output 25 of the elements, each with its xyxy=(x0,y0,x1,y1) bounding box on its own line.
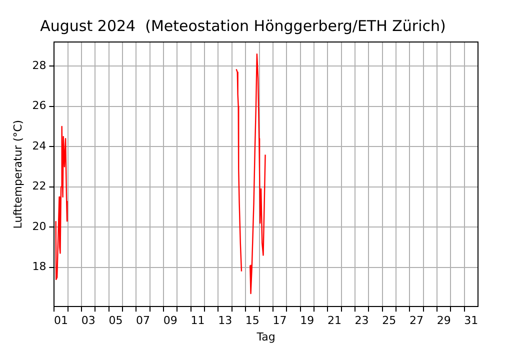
y-tick-label: 18 xyxy=(32,260,46,274)
x-tick-label: 21 xyxy=(327,314,342,328)
y-tick-label: 24 xyxy=(32,139,46,152)
x-tick-label: 31 xyxy=(464,314,478,328)
x-axis-title: Tag xyxy=(256,330,276,344)
x-tick-label: 07 xyxy=(136,314,150,328)
x-tick-label: 25 xyxy=(382,314,396,328)
x-tick-label: 29 xyxy=(436,314,451,328)
chart-title: August 2024 (Meteostation Hönggerberg/ETH Zürich) xyxy=(40,16,446,35)
x-tick-label: 11 xyxy=(190,314,205,328)
y-tick-label: 26 xyxy=(32,99,46,112)
x-tick-label: 19 xyxy=(300,314,314,328)
x-tick-label: 03 xyxy=(81,314,96,328)
x-tick-label: 27 xyxy=(409,314,424,328)
x-tick-label: 23 xyxy=(354,314,369,328)
x-tick-label: 01 xyxy=(54,314,68,328)
y-tick-label: 20 xyxy=(32,220,46,233)
x-tick-label: 09 xyxy=(163,314,178,328)
x-tick-label: 17 xyxy=(272,314,287,328)
y-tick-label: 22 xyxy=(32,180,46,193)
x-tick-label: 13 xyxy=(218,314,232,328)
y-axis-title: Lufttemperatur (°C) xyxy=(11,120,24,229)
x-tick-label: 15 xyxy=(245,314,260,328)
x-tick-label: 05 xyxy=(108,314,123,328)
y-tick-label: 28 xyxy=(32,59,46,72)
